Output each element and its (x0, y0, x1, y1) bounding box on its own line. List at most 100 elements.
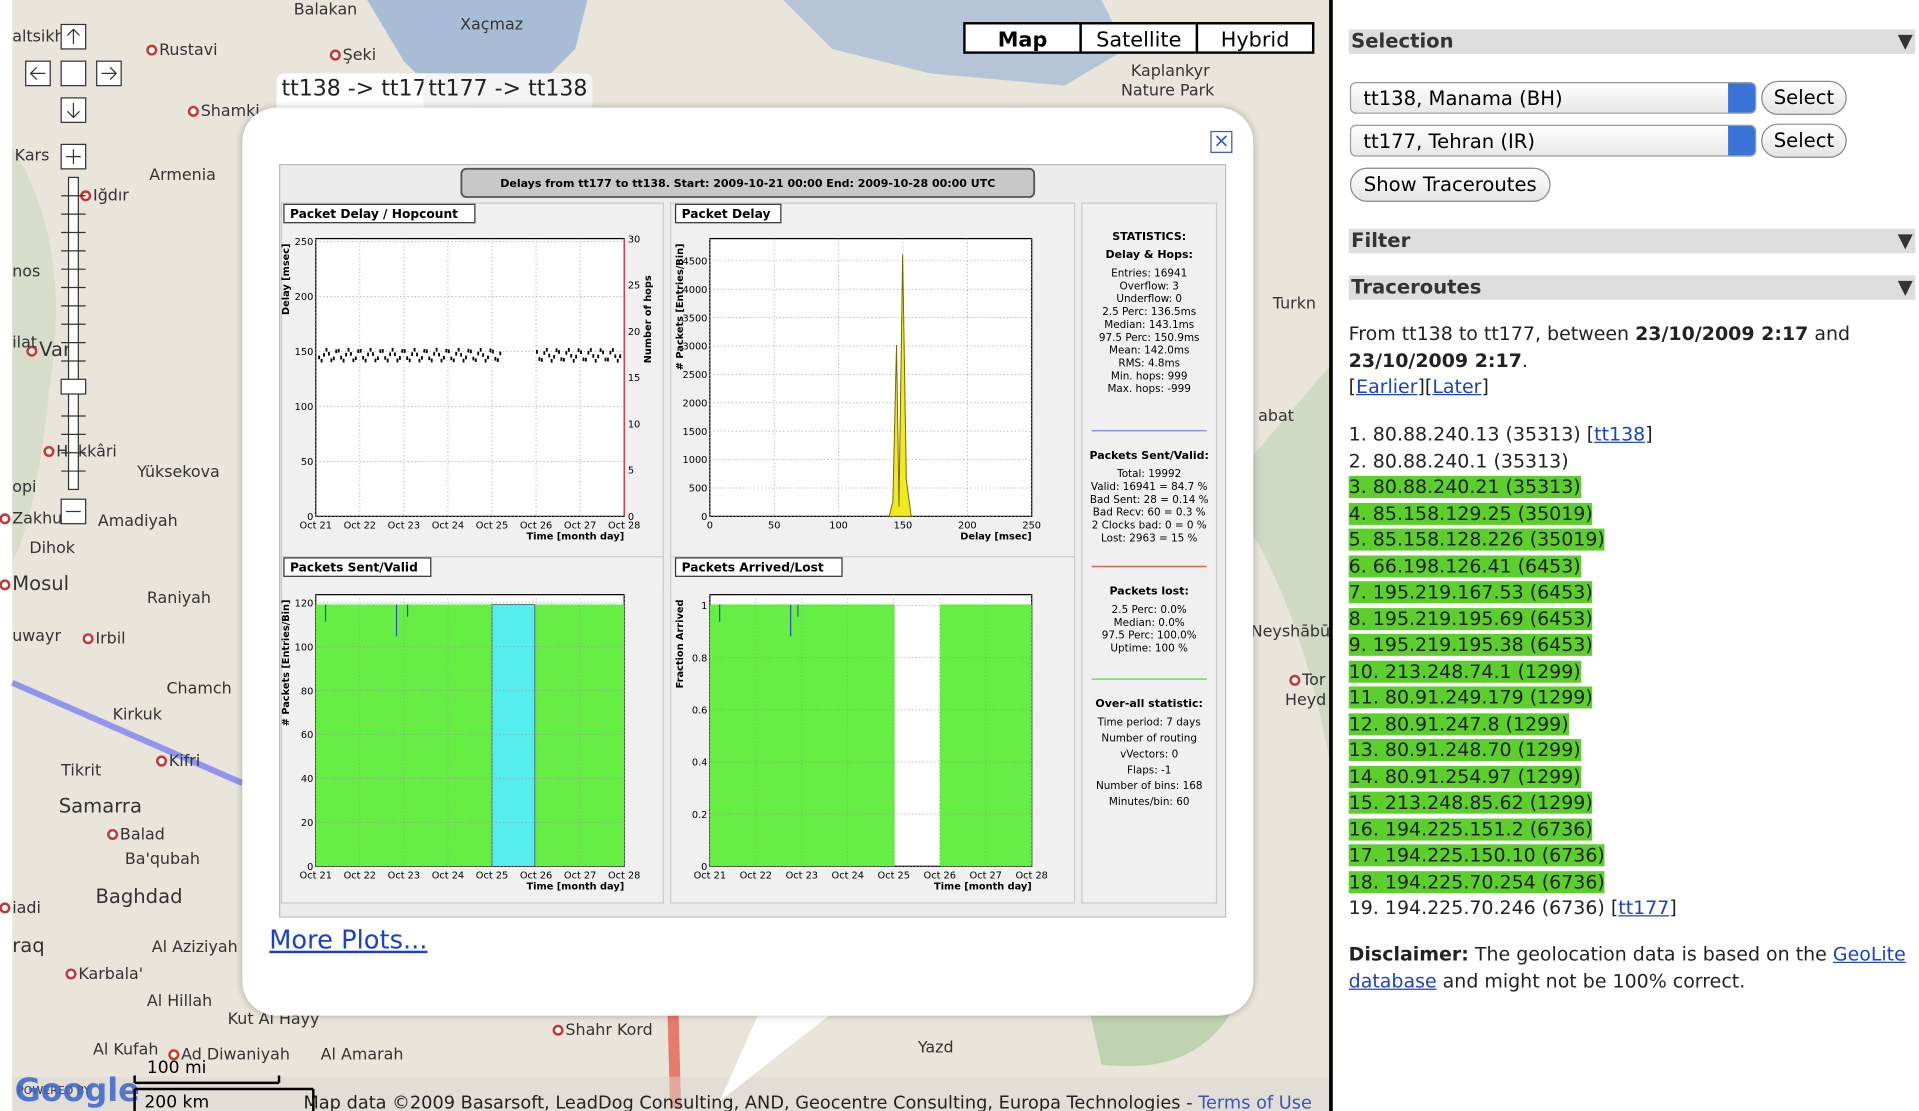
map-type-button[interactable]: Map (963, 22, 1082, 54)
terms-link[interactable]: Terms of Use (1197, 1094, 1312, 1111)
popup-tab[interactable]: tt177 -> tt138 (423, 73, 593, 108)
hop-text: 14. 80.91.254.97 (1299) (1348, 765, 1581, 788)
y-tick-label: 4000 (683, 285, 708, 296)
y-tick-label: 120 (295, 598, 314, 609)
map-label: nos (12, 262, 40, 281)
zoom-control[interactable] (25, 23, 122, 525)
y-tick-label: 1 (701, 601, 707, 612)
y-tick-label: 0.6 (692, 705, 708, 716)
y2-tick-label: 5 (628, 466, 634, 477)
destination-select[interactable]: tt177, Tehran (IR) (1349, 124, 1757, 157)
map-label: Balad (120, 824, 165, 843)
powered-by: POWERED BY (17, 1084, 91, 1097)
map-type-button[interactable]: Satellite (1079, 22, 1199, 54)
x-tick-label: Oct 23 (388, 871, 420, 882)
popup-tab[interactable]: tt138 -> tt177 (276, 73, 446, 108)
text: . (1521, 349, 1528, 372)
map-label: Kaplankyr (1131, 61, 1210, 80)
x-tick-label: Oct 27 (564, 871, 596, 882)
stats-line: 2.5 Perc: 136.5ms (1102, 306, 1196, 318)
y-tick-label: 1000 (683, 455, 708, 466)
y-tick-label: 0.2 (692, 810, 708, 821)
header-arrow[interactable]: ▼ (1897, 29, 1913, 53)
x-tick-label: Oct 21 (694, 871, 726, 882)
y-tick-label: 0 (307, 862, 313, 873)
city-dot (0, 902, 11, 914)
y-tick-label: 20 (301, 818, 313, 829)
node-link[interactable]: tt138 (1594, 423, 1646, 446)
hop-row: 9. 195.219.195.38 (6453) (1348, 633, 1906, 659)
source-select[interactable]: tt138, Manama (BH) (1349, 81, 1757, 114)
earlier-link[interactable]: Earlier (1356, 375, 1418, 398)
hop-row: 18. 194.225.70.254 (6736) (1348, 869, 1906, 895)
hop-text: 5. 85.158.128.226 (35019) (1348, 528, 1605, 551)
x-tick-label: Oct 24 (432, 521, 464, 532)
city-dot (146, 44, 158, 56)
node-link[interactable]: tt177 (1618, 896, 1670, 919)
hop-text: 3. 80.88.240.21 (35313) (1348, 475, 1581, 498)
geolite-link[interactable]: GeoLite database (1348, 943, 1906, 992)
stats-line: Max. hops: -999 (1107, 383, 1190, 395)
city-dot (43, 445, 55, 458)
stats-line: 2 Clocks bad: 0 = 0 % (1092, 520, 1207, 532)
later-link[interactable]: Later (1432, 375, 1482, 398)
pan-center[interactable] (60, 60, 87, 87)
select-text: tt138, Manama (BH) (1363, 86, 1563, 111)
x-tick-label: 0 (707, 521, 713, 532)
stats-line: RMS: 4.8ms (1118, 357, 1180, 369)
map-label: Al Aziziyah (152, 937, 238, 956)
stats-line: Median: 143.1ms (1104, 319, 1194, 331)
hop-row: 7. 195.219.167.53 (6453) (1348, 580, 1906, 606)
section-header[interactable]: Traceroutes ▼ (1348, 275, 1916, 300)
hop-row: 12. 80.91.247.8 (1299) (1348, 712, 1906, 738)
hop-row: 8. 195.219.195.69 (6453) (1348, 606, 1906, 632)
more-plots-text[interactable]: More Plots... (269, 925, 428, 955)
map-label: Turkn (1272, 293, 1316, 312)
close-button[interactable]: × (1210, 130, 1233, 153)
header-arrow[interactable]: ▼ (1897, 228, 1913, 253)
map-label: Hakkâri (56, 441, 117, 460)
map-label: Samarra (59, 794, 142, 817)
disclaimer-text: and might not be 100% correct. (1436, 969, 1746, 992)
divider (1329, 0, 1333, 1111)
zoom-slider[interactable] (60, 378, 87, 395)
hop-row: 10. 213.248.74.1 (1299) (1348, 659, 1906, 685)
y2-tick-label: 20 (628, 327, 640, 338)
show-traceroutes-button[interactable]: Show Traceroutes (1349, 167, 1551, 202)
hop-list: 1. 80.88.240.13 (35313) [tt138] 2. 80.88.… (1348, 422, 1906, 922)
select-button[interactable]: Select (1761, 123, 1847, 158)
stats-heading: STATISTICS: (1112, 230, 1186, 243)
x-tick-label: Oct 26 (520, 521, 552, 532)
y-tick-label: 200 (295, 292, 314, 303)
city-dot (156, 755, 168, 767)
google-logo: Google (15, 1071, 140, 1109)
lost-band (491, 604, 536, 867)
city-dot (187, 105, 199, 117)
zoom-track[interactable] (67, 176, 79, 491)
map-label: Kifri (169, 751, 200, 770)
map-type-button[interactable]: Hybrid (1195, 22, 1315, 54)
scale-km: 200 km (144, 1092, 209, 1111)
x-tick-label: 100 (829, 521, 848, 532)
more-plots-link[interactable]: More Plots... (269, 925, 427, 954)
control-glyphs (29, 28, 118, 513)
select-button[interactable]: Select (1761, 80, 1847, 116)
hop-text: 9. 195.219.195.38 (6453) (1348, 633, 1593, 656)
map-label: Balakan (294, 0, 358, 19)
header-arrow[interactable]: ▼ (1897, 275, 1913, 299)
y-tick-label: 250 (295, 237, 314, 248)
stats-line: Bad Recv: 60 = 0.3 % (1093, 507, 1206, 519)
section-header[interactable]: Filter ▼ (1348, 228, 1916, 254)
y-tick-label: 50 (301, 457, 313, 468)
city-dot (0, 513, 11, 525)
hop-row: 16. 194.225.151.2 (6736) (1348, 817, 1906, 843)
hop-row: 6. 66.198.126.41 (6453) (1348, 554, 1906, 580)
section-header[interactable]: Selection ▼ (1348, 29, 1916, 54)
map-label: Irbil (95, 629, 125, 648)
y2-tick-label: 10 (628, 419, 640, 430)
y-axis-label: Fraction Arrived (675, 600, 686, 689)
zoom-out[interactable] (60, 498, 87, 525)
map-label: Kars (15, 145, 50, 164)
x-tick-label: Oct 24 (432, 871, 464, 882)
zoom-ticks (61, 195, 86, 472)
